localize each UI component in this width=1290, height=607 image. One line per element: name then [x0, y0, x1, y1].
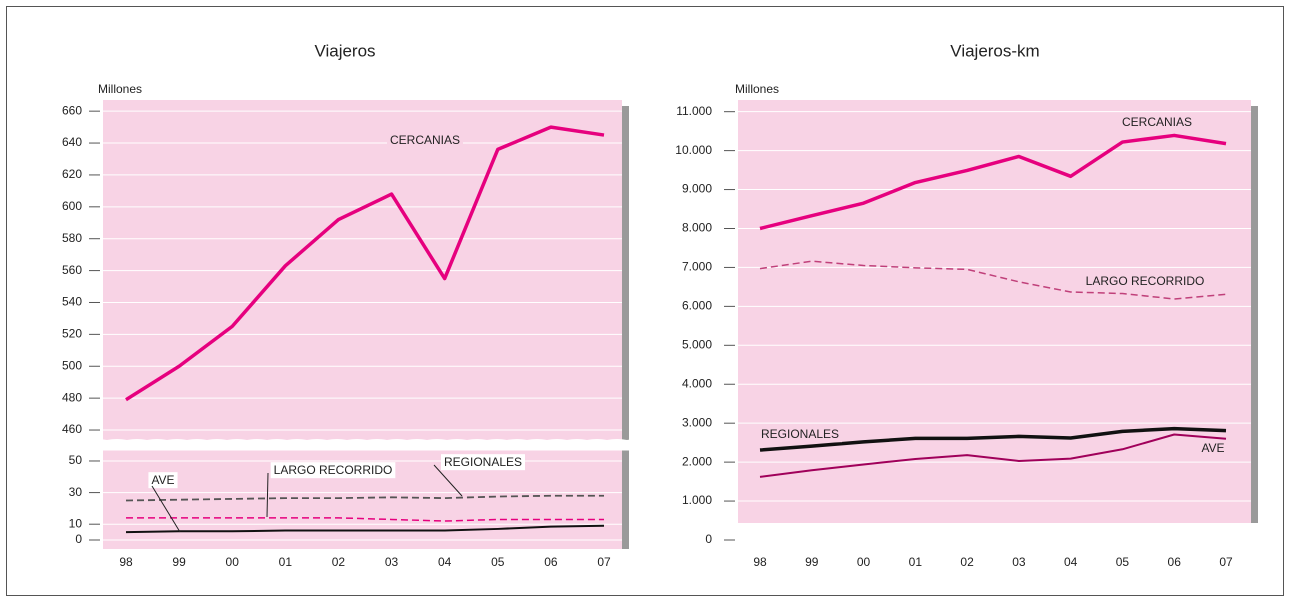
series-label: AVE — [1201, 441, 1224, 455]
label-bg — [148, 472, 178, 489]
x-tick-label: 01 — [279, 555, 293, 569]
y-tick-label: 540 — [62, 295, 82, 309]
x-tick-label: 00 — [226, 555, 240, 569]
plot-shadow — [1251, 106, 1258, 523]
label-bg — [270, 462, 396, 479]
x-tick-label: 07 — [597, 555, 611, 569]
y-tick-label: 7.000 — [682, 260, 712, 274]
x-tick-label: 06 — [1168, 555, 1182, 569]
leader-line — [433, 464, 463, 497]
series-line — [125, 125, 605, 402]
y-tick-label: 5.000 — [682, 337, 712, 351]
label-bg — [1118, 114, 1196, 131]
label-bg — [757, 426, 843, 443]
series-line — [126, 517, 604, 522]
y-tick-label: 30 — [69, 485, 83, 499]
axis-break — [70, 439, 647, 451]
y-tick-label: 50 — [69, 453, 83, 467]
y-tick-label: 460 — [62, 422, 82, 436]
y-tick-label: 580 — [62, 231, 82, 245]
x-tick-label: 05 — [1116, 555, 1130, 569]
y-tick-label: 9.000 — [682, 182, 712, 196]
x-tick-label: 07 — [1219, 555, 1233, 569]
plot-area — [103, 100, 622, 549]
y-tick-label: 660 — [62, 103, 82, 117]
x-tick-label: 03 — [1012, 555, 1026, 569]
y-tick-label: 620 — [62, 167, 82, 181]
x-tick-label: 04 — [438, 555, 452, 569]
series-line — [759, 260, 1227, 300]
y-tick-label: 560 — [62, 263, 82, 277]
y-tick-label: 6.000 — [682, 299, 712, 313]
series-line — [125, 494, 604, 502]
x-tick-label: 02 — [960, 555, 974, 569]
series-label: CERCANIAS — [1122, 115, 1192, 129]
y-tick-label: 4.000 — [682, 376, 712, 390]
chart-title: Viajeros — [314, 41, 375, 60]
series-label: REGIONALES — [444, 455, 522, 469]
plot-shadow — [622, 106, 629, 549]
y-tick-label: 0 — [75, 532, 82, 546]
x-tick-label: 05 — [491, 555, 505, 569]
label-bg — [386, 132, 464, 149]
series-label: LARGO RECORRIDO — [274, 463, 393, 477]
x-tick-label: 06 — [544, 555, 558, 569]
series-label: AVE — [151, 473, 174, 487]
x-tick-label: 04 — [1064, 555, 1078, 569]
series-label: CERCANIAS — [390, 133, 460, 147]
y-tick-label: 600 — [62, 199, 82, 213]
series-label: LARGO RECORRIDO — [1086, 274, 1205, 288]
y-tick-label: 8.000 — [682, 221, 712, 235]
x-tick-label: 99 — [805, 555, 819, 569]
y-tick-label: 2.000 — [682, 454, 712, 468]
y-tick-label: 10 — [69, 516, 83, 530]
y-tick-label: 11.000 — [676, 104, 712, 118]
series-line — [759, 433, 1227, 478]
x-tick-label: 01 — [909, 555, 923, 569]
series-label: REGIONALES — [761, 427, 839, 441]
y-axis-label: Millones — [735, 82, 779, 96]
leader-line — [151, 485, 181, 533]
x-tick-label: 02 — [332, 555, 346, 569]
chart-title: Viajeros-km — [950, 41, 1039, 60]
y-tick-label: 0 — [705, 532, 712, 546]
y-tick-label: 500 — [62, 358, 82, 372]
x-tick-label: 98 — [119, 555, 133, 569]
series-line — [125, 524, 605, 534]
label-bg — [1082, 273, 1208, 290]
x-tick-label: 98 — [753, 555, 767, 569]
x-tick-label: 03 — [385, 555, 399, 569]
series-line — [759, 426, 1227, 452]
y-tick-label: 520 — [62, 327, 82, 341]
y-tick-label: 640 — [62, 135, 82, 149]
x-tick-label: 00 — [857, 555, 871, 569]
leader-line — [266, 472, 269, 518]
series-line — [759, 133, 1227, 231]
x-tick-label: 99 — [172, 555, 186, 569]
plot-area — [738, 100, 1251, 523]
y-tick-label: 480 — [62, 390, 82, 404]
label-bg — [1198, 440, 1228, 457]
y-tick-label: 10.000 — [675, 143, 712, 157]
y-tick-label: 1.000 — [682, 493, 712, 507]
label-bg — [440, 454, 526, 471]
y-tick-label: 3.000 — [682, 415, 712, 429]
y-axis-label: Millones — [98, 82, 142, 96]
